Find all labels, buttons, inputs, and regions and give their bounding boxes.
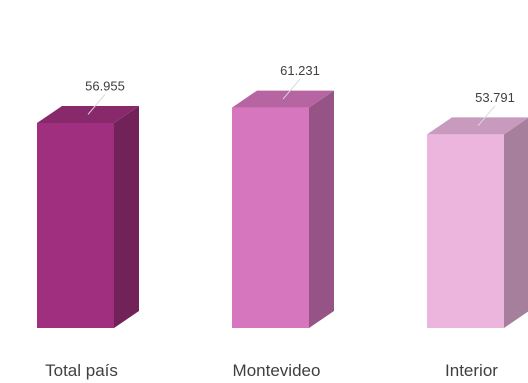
bar-side-face <box>309 90 334 329</box>
category-label: Interior <box>445 361 498 380</box>
data-label: 61.231 <box>280 63 320 78</box>
bar-front-face <box>37 122 114 328</box>
leader-line <box>477 105 496 127</box>
leader-line <box>282 78 301 100</box>
bar-front-face <box>427 134 504 328</box>
bar-top-face <box>427 117 528 135</box>
labels-group: 56.955 Total país 61.231 Montevideo 53.791 In… <box>45 63 515 380</box>
bar-montevideo <box>232 78 334 329</box>
bar-front-face <box>232 107 309 329</box>
category-label: Montevideo <box>233 361 321 380</box>
data-label: 56.955 <box>85 78 125 93</box>
category-label: Total país <box>45 361 118 380</box>
leader-line <box>87 94 106 115</box>
bars-group <box>37 78 528 329</box>
data-label: 53.791 <box>475 90 515 105</box>
bar-interior <box>427 105 528 328</box>
bar-side-face <box>504 118 528 328</box>
bar-side-face <box>114 105 139 328</box>
bar-total-pa-s <box>37 94 139 328</box>
